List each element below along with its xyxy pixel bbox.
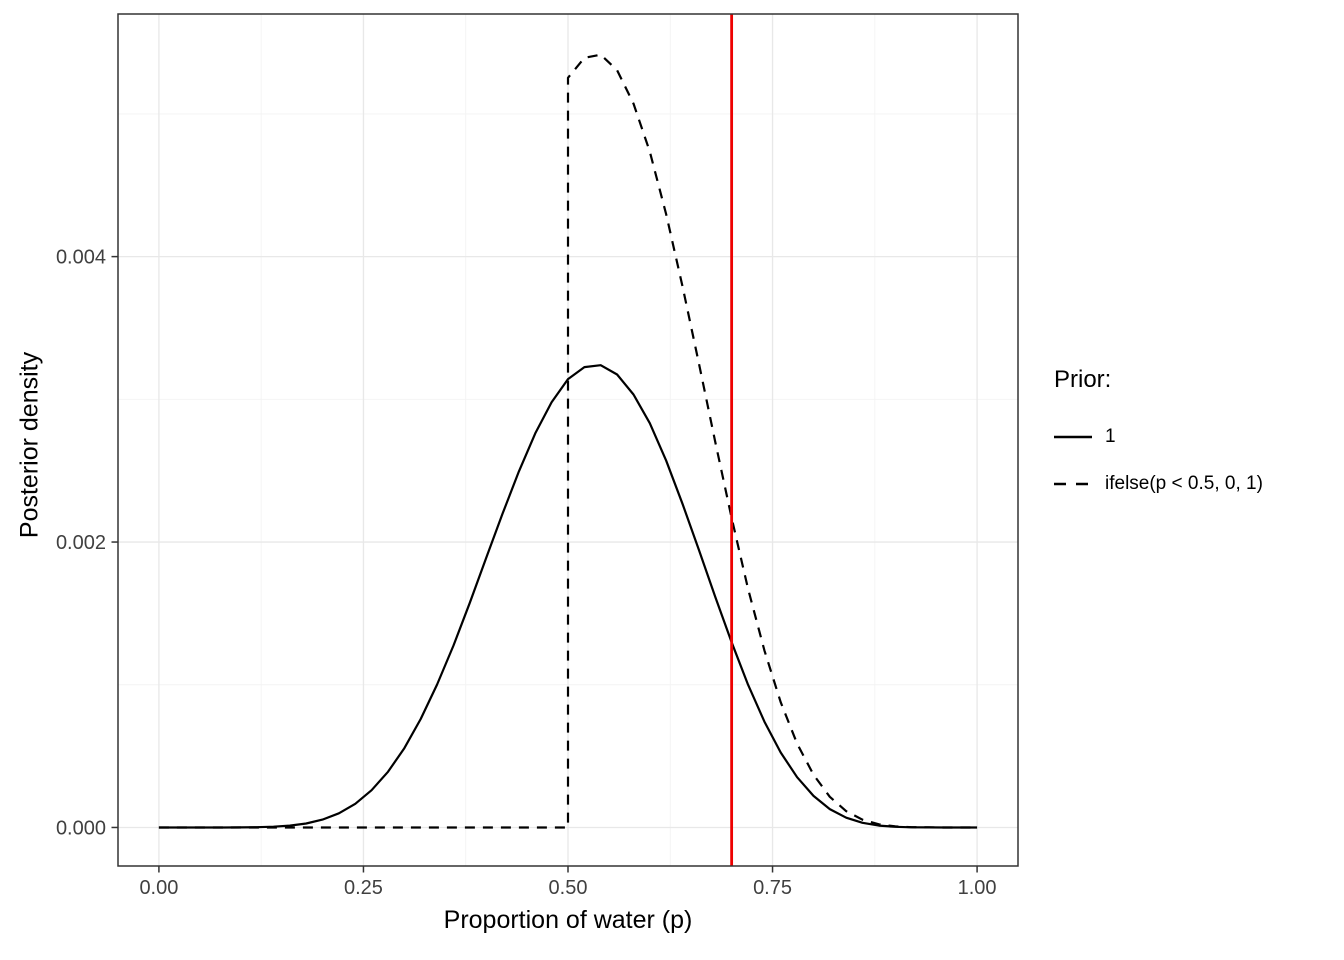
legend-label-solid-prior: 1 (1105, 426, 1116, 447)
legend-item-step-prior: ifelse(p < 0.5, 0, 1) (1054, 467, 1263, 501)
y-axis-title: Posterior density (15, 351, 44, 539)
dashed-line-key-icon (1054, 482, 1092, 486)
solid-posterior-curve (158, 364, 978, 829)
y-tick-label: 0.004 (56, 247, 106, 269)
legend-label-step-prior: ifelse(p < 0.5, 0, 1) (1105, 473, 1263, 494)
dashed-posterior-curve (158, 53, 978, 829)
x-tick-label: 0.50 (549, 877, 588, 899)
x-tick-label: 1.00 (958, 877, 997, 899)
x-axis-title: Proportion of water (p) (443, 906, 693, 934)
x-tick-label: 0.25 (344, 877, 383, 899)
solid-line-key-icon (1054, 435, 1092, 439)
x-tick-label: 0.75 (753, 877, 792, 899)
y-tick-label: 0.002 (56, 532, 106, 554)
legend-item-solid-prior: 1 (1054, 420, 1263, 454)
legend: Prior: 1 ifelse(p < 0.5, 0, 1) (1054, 366, 1263, 514)
legend-title: Prior: (1054, 366, 1112, 393)
x-tick-label: 0.00 (139, 877, 178, 899)
y-tick-label: 0.000 (56, 817, 106, 839)
